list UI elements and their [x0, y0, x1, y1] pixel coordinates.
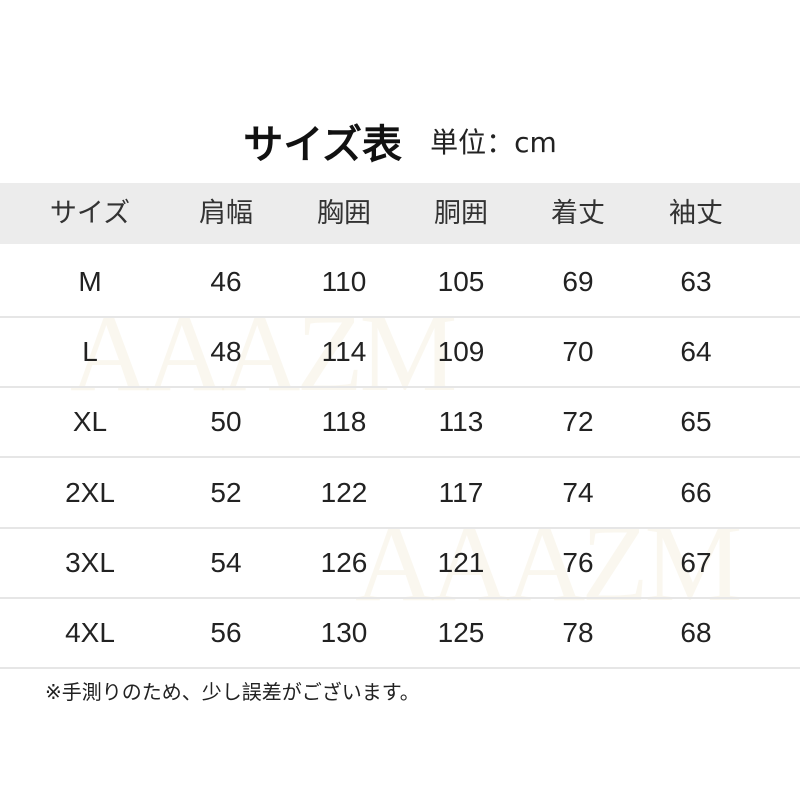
table-row: 3XL 54 126 121 76 67	[0, 529, 800, 599]
table-cell: 66	[680, 476, 712, 508]
watermark: AAAZM	[355, 502, 742, 624]
table-cell: 69	[562, 266, 594, 297]
size-chart-title: サイズ表	[243, 122, 403, 168]
table-cell: 113	[438, 406, 484, 438]
table-cell: 126	[320, 546, 368, 578]
table-cell: 109	[437, 336, 485, 368]
table-row: 2XL 52 122 117 74 66	[0, 459, 800, 529]
table-cell: M	[78, 266, 102, 297]
column-header: 袖丈	[669, 198, 723, 229]
table-row: 4XL 56 130 125 78 68	[0, 599, 800, 669]
column-header: 胴囲	[434, 198, 488, 229]
table-cell: 46	[210, 266, 242, 297]
table-cell: 117	[438, 476, 484, 508]
table-cell: 50	[210, 406, 242, 438]
table-cell: 68	[680, 617, 712, 648]
table-cell: XL	[72, 406, 108, 438]
table-cell: 48	[210, 336, 242, 368]
table-row: M 46 110 105 69 63	[0, 248, 800, 318]
table-cell: 3XL	[65, 546, 115, 578]
unit-label: 単位：cm	[430, 126, 557, 159]
column-header: 胸囲	[317, 198, 371, 229]
table-cell: 72	[562, 406, 594, 438]
table-cell: 125	[437, 617, 485, 648]
table-cell: 65	[680, 406, 712, 438]
table-cell: 76	[562, 546, 594, 578]
table-cell: 122	[320, 476, 368, 508]
table-cell: 52	[210, 476, 242, 508]
table-cell: 118	[321, 406, 367, 438]
table-cell: 121	[437, 546, 485, 578]
table-cell: 63	[680, 266, 712, 297]
table-cell: 78	[562, 617, 594, 648]
watermark: AAAZM	[70, 292, 457, 414]
table-row: XL 50 118 113 72 65	[0, 388, 800, 459]
table-cell: 2XL	[65, 476, 115, 508]
table-cell: 4XL	[65, 617, 115, 648]
table-cell: 114	[321, 336, 367, 368]
column-header: 肩幅	[199, 198, 253, 229]
table-cell: 130	[320, 617, 368, 648]
table-row: L 48 114 109 70 64	[0, 318, 800, 389]
table-cell: 110	[321, 266, 367, 297]
table-header: サイズ 肩幅 胸囲 胴囲 着丈 袖丈	[0, 183, 800, 244]
table-cell: 105	[437, 266, 485, 297]
table-cell: 74	[562, 476, 594, 508]
column-header: サイズ	[49, 198, 131, 229]
measurement-note: ※手測りのため、少し誤差がございます。	[45, 680, 420, 704]
column-header: 着丈	[551, 198, 605, 229]
table-cell: 70	[562, 336, 594, 368]
chart-title: サイズ表 単位：cm	[0, 112, 800, 170]
table-cell: 64	[680, 336, 712, 368]
table-cell: 54	[210, 546, 242, 578]
table-cell: 67	[680, 546, 712, 578]
table-cell: L	[82, 336, 98, 368]
table-cell: 56	[210, 617, 242, 648]
